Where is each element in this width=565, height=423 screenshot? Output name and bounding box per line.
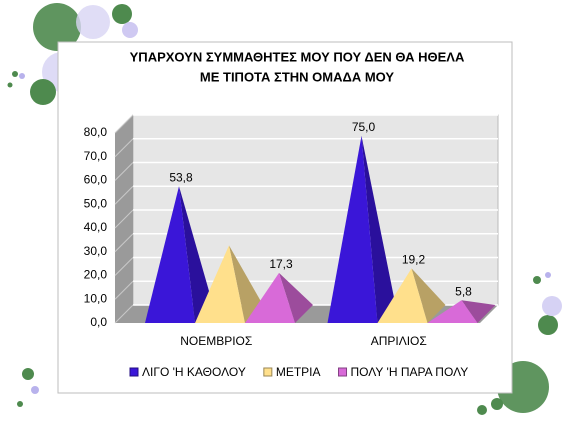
pyramid-side [179, 186, 213, 323]
legend-label: ΛΙΓΟ 'Η ΚΑΘΟΛΟΥ [142, 365, 246, 379]
grid-line [114, 304, 134, 324]
legend-swatch [263, 367, 273, 377]
pyramid-side [361, 135, 396, 323]
y-tick-label: 40,0 [84, 220, 108, 234]
data-label: 75,0 [352, 120, 376, 134]
y-tick-label: 50,0 [84, 196, 108, 210]
y-tick-label: 20,0 [84, 268, 108, 282]
legend-label: ΠΟΛΥ 'Η ΠΑΡΑ ΠΟΛΥ [351, 365, 469, 379]
grid-line [114, 114, 134, 134]
y-tick-label: 80,0 [84, 125, 108, 139]
decoration [7, 3, 562, 415]
pyramid [145, 186, 195, 323]
legend-swatch [338, 367, 348, 377]
chart-title: ΜΕ ΤΙΠΟΤΑ ΣΤΗΝ ΟΜΑΔΑ ΜΟΥ [200, 69, 395, 84]
x-tick-label: ΑΠΡΙΛΙΟΣ [371, 334, 427, 348]
legend-swatch [129, 367, 139, 377]
pyramid [327, 135, 378, 323]
grid-line [114, 162, 134, 181]
pyramid [245, 272, 295, 323]
pyramid-side [461, 300, 496, 323]
grid-line [114, 233, 134, 253]
x-tick-label: ΝΟΕΜΒΡΙΟΣ [180, 334, 252, 348]
data-label: 19,2 [402, 253, 426, 267]
data-label: 53,8 [169, 170, 193, 184]
pyramid [377, 268, 428, 323]
grid-line [114, 138, 134, 158]
y-tick-label: 30,0 [84, 244, 108, 258]
chart-title: ΥΠΑΡΧΟΥΝ ΣΥΜΜΑΘΗΤΕΣ ΜΟΥ ΠΟΥ ΔΕΝ ΘΑ ΗΘΕΛΑ [130, 49, 465, 64]
pyramid [427, 300, 478, 323]
legend-label: ΜΕΤΡΙΑ [276, 365, 321, 379]
grid-line [114, 185, 134, 205]
pyramid-side [411, 268, 446, 323]
pyramid [195, 245, 245, 323]
y-tick-label: 0,0 [90, 315, 107, 329]
y-tick-label: 70,0 [84, 149, 108, 163]
pyramid-side [279, 272, 313, 323]
grid-line [114, 257, 134, 276]
grid-line [114, 209, 134, 229]
data-label: 5,8 [455, 284, 472, 298]
y-tick-label: 10,0 [84, 291, 108, 305]
data-label: 17,3 [269, 257, 293, 271]
y-tick-label: 60,0 [84, 173, 108, 187]
grid-line [114, 280, 134, 300]
pyramid-side [229, 245, 263, 323]
